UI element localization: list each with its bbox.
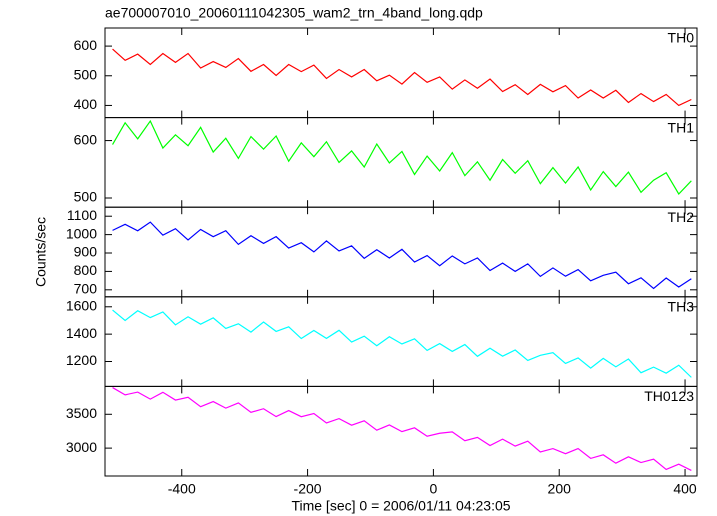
y-axis-label: Counts/sec — [33, 217, 49, 287]
y-tick-label: 900 — [74, 244, 98, 260]
y-tick-label: 3000 — [66, 439, 97, 455]
y-tick-label: 600 — [74, 37, 98, 53]
x-tick-label: -400 — [168, 481, 196, 497]
data-line — [112, 387, 692, 471]
panel-frame — [104, 385, 698, 477]
panel-frame — [104, 206, 698, 298]
panel-frame — [104, 27, 698, 119]
panel-label: TH2 — [668, 209, 695, 225]
data-line — [112, 221, 692, 290]
y-tick-label: 600 — [74, 131, 98, 147]
y-tick-label: 500 — [74, 189, 98, 205]
x-tick-label: 200 — [548, 481, 572, 497]
y-tick-label: 1400 — [66, 325, 97, 341]
y-tick-label: 1200 — [66, 352, 97, 368]
panel-label: TH3 — [668, 299, 695, 315]
y-tick-label: 500 — [74, 66, 98, 82]
panel-label: TH0 — [668, 30, 695, 46]
x-axis-label: Time [sec] 0 = 2006/01/11 04:23:05 — [291, 498, 510, 514]
panel-frame — [104, 296, 698, 387]
x-tick-label: -200 — [294, 481, 322, 497]
y-tick-label: 700 — [74, 281, 98, 297]
y-tick-label: 800 — [74, 262, 98, 278]
x-tick-label: 400 — [673, 481, 697, 497]
y-tick-label: 400 — [74, 96, 98, 112]
data-line — [112, 309, 692, 378]
chart-title: ae700007010_20060111042305_wam2_trn_4ban… — [105, 5, 483, 21]
data-line — [112, 119, 692, 195]
y-tick-label: 1600 — [66, 297, 97, 313]
data-line — [112, 48, 692, 107]
y-tick-label: 1000 — [66, 225, 97, 241]
x-tick-label: 0 — [430, 481, 438, 497]
panel-label: TH0123 — [644, 388, 694, 404]
panel-frame — [104, 117, 698, 208]
y-tick-label: 3500 — [66, 405, 97, 421]
panel-label: TH1 — [668, 119, 695, 135]
y-tick-label: 1100 — [67, 207, 97, 223]
